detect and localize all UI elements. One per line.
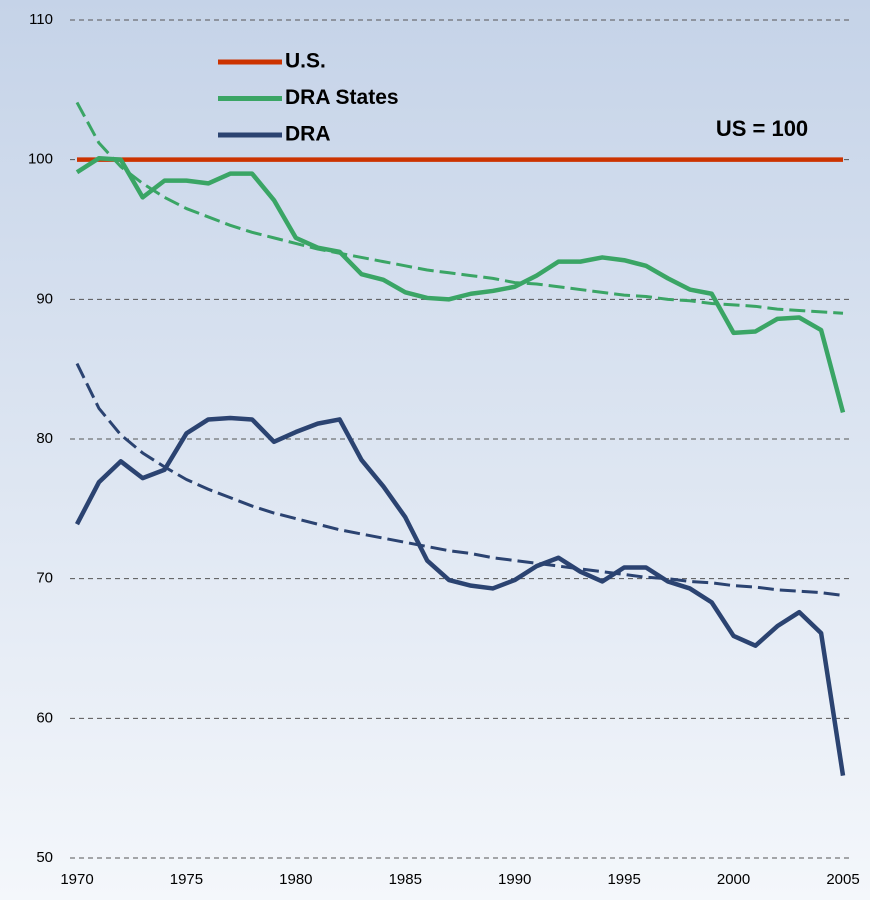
- y-tick-label: 80: [36, 430, 53, 447]
- x-tick-label: 1995: [607, 871, 640, 888]
- x-tick-label: 1990: [498, 871, 531, 888]
- y-tick-label: 100: [28, 151, 53, 168]
- trend-line: [75, 101, 844, 315]
- x-tick-label: 2005: [826, 871, 859, 888]
- y-tick-label: 110: [29, 11, 53, 28]
- x-tick-label: 1970: [60, 871, 93, 888]
- y-tick-label: 70: [36, 570, 53, 587]
- line: [75, 156, 846, 414]
- x-tick-label: 1985: [389, 871, 422, 888]
- line: [75, 415, 846, 776]
- legend-label: DRA States: [285, 86, 399, 109]
- x-tick-label: 1980: [279, 871, 312, 888]
- trend-line: [75, 362, 844, 597]
- legend-label: DRA: [285, 123, 331, 146]
- annotation: US = 100: [716, 116, 808, 141]
- x-tick-label: 2000: [717, 871, 750, 888]
- y-tick-label: 50: [36, 849, 53, 866]
- y-tick-label: 90: [36, 290, 53, 307]
- x-tick-label: 1975: [170, 871, 203, 888]
- legend-label: U.S.: [285, 50, 326, 73]
- y-tick-label: 60: [36, 709, 53, 726]
